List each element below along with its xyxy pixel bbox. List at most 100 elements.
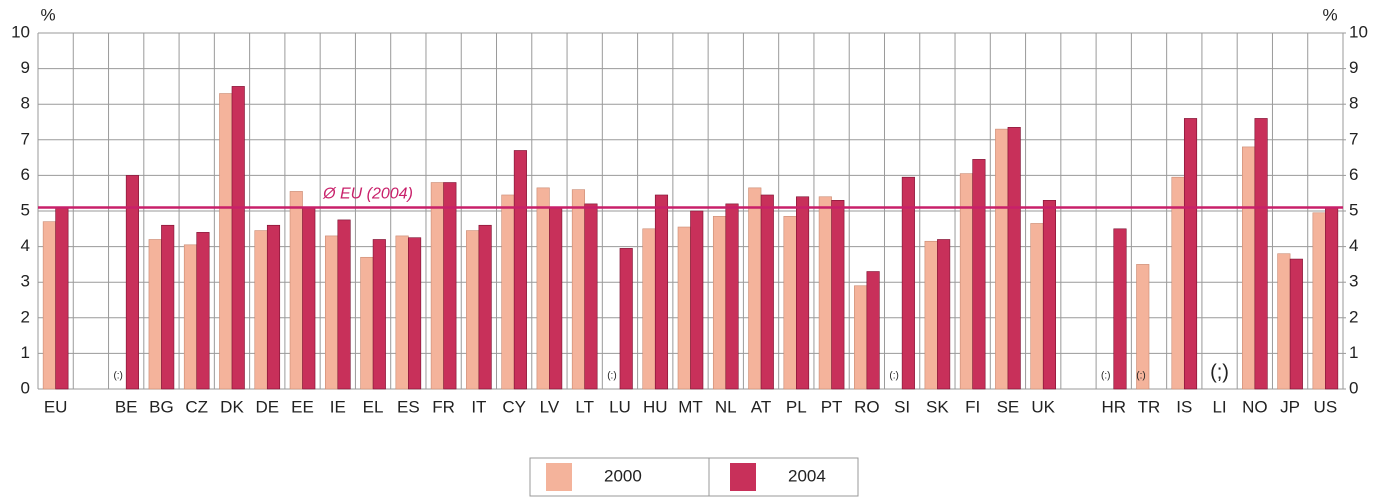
bar bbox=[360, 256, 374, 390]
bar bbox=[501, 194, 515, 390]
x-tick-label: IS bbox=[1176, 397, 1192, 416]
bar bbox=[584, 203, 598, 390]
bar bbox=[148, 239, 162, 390]
bar bbox=[854, 285, 868, 390]
bar bbox=[196, 232, 210, 390]
x-tick-label: JP bbox=[1280, 397, 1300, 416]
missing-label: (:) bbox=[889, 371, 898, 382]
bar bbox=[571, 189, 585, 390]
bar bbox=[690, 210, 704, 390]
bar bbox=[1254, 118, 1268, 390]
bar bbox=[513, 150, 527, 390]
bar bbox=[395, 235, 409, 390]
missing-label: (:) bbox=[1101, 371, 1110, 382]
y-tick-label: 8 bbox=[21, 94, 30, 113]
x-tick-label: SI bbox=[894, 397, 910, 416]
bar bbox=[1042, 200, 1057, 390]
x-tick-label: DE bbox=[255, 397, 279, 416]
bar bbox=[478, 224, 492, 390]
y-tick-label: 1 bbox=[21, 343, 30, 362]
y2-tick-label: 2 bbox=[1349, 307, 1358, 326]
bar bbox=[549, 207, 563, 390]
x-tick-label: RO bbox=[854, 397, 880, 416]
y-tick-label: 9 bbox=[21, 58, 30, 77]
bar bbox=[748, 187, 762, 390]
legend-box bbox=[529, 457, 859, 497]
y2-tick-label: 0 bbox=[1349, 378, 1358, 397]
x-tick-label: BG bbox=[149, 397, 174, 416]
y2-axis-label: % bbox=[1322, 5, 1337, 24]
x-tick-label: CY bbox=[502, 397, 526, 416]
bar bbox=[125, 175, 139, 390]
y2-tick-label: 3 bbox=[1349, 272, 1358, 291]
y-tick-label: 4 bbox=[21, 236, 30, 255]
bar bbox=[901, 176, 915, 390]
y2-tick-label: 8 bbox=[1349, 94, 1358, 113]
x-tick-label: PT bbox=[821, 397, 843, 416]
x-tick-label: HR bbox=[1101, 397, 1126, 416]
bar bbox=[796, 196, 810, 390]
bar bbox=[1289, 258, 1303, 390]
x-tick-label: ES bbox=[397, 397, 420, 416]
bar bbox=[161, 224, 175, 390]
x-tick-label: UK bbox=[1031, 397, 1055, 416]
x-tick-label: LT bbox=[575, 397, 594, 416]
x-tick-label: PL bbox=[786, 397, 807, 416]
missing-label: (:) bbox=[607, 371, 616, 382]
bar bbox=[289, 191, 303, 390]
bar bbox=[1030, 223, 1044, 390]
x-tick-label: FR bbox=[432, 397, 455, 416]
x-tick-label: BE bbox=[115, 397, 138, 416]
bar bbox=[866, 271, 880, 390]
bar bbox=[642, 228, 656, 390]
bar bbox=[42, 221, 56, 390]
bar bbox=[466, 230, 480, 390]
bar bbox=[725, 203, 739, 390]
bar bbox=[1312, 212, 1326, 390]
bar bbox=[677, 226, 691, 390]
x-tick-label: FI bbox=[965, 397, 980, 416]
x-tick-label: SK bbox=[926, 397, 949, 416]
legend-swatch bbox=[730, 463, 756, 491]
bar bbox=[372, 239, 386, 390]
y-tick-label: 0 bbox=[21, 378, 30, 397]
missing-label: (;) bbox=[1210, 361, 1229, 383]
bar bbox=[924, 240, 938, 390]
bar bbox=[1242, 146, 1256, 390]
bar bbox=[818, 196, 832, 390]
y-tick-label: 3 bbox=[21, 272, 30, 291]
x-tick-label: NL bbox=[715, 397, 737, 416]
x-tick-label: AT bbox=[751, 397, 771, 416]
x-tick-label: LV bbox=[540, 397, 560, 416]
y2-tick-label: 5 bbox=[1349, 200, 1358, 219]
bar bbox=[536, 187, 550, 390]
x-tick-label: TR bbox=[1138, 397, 1161, 416]
x-tick-label: CZ bbox=[185, 397, 208, 416]
bar bbox=[1325, 207, 1339, 390]
x-tick-label: IT bbox=[471, 397, 486, 416]
x-tick-label: EL bbox=[363, 397, 384, 416]
y-axis-label: % bbox=[40, 5, 55, 24]
bar bbox=[831, 200, 845, 390]
bar bbox=[1171, 176, 1185, 390]
x-tick-label: MT bbox=[678, 397, 703, 416]
bar bbox=[266, 224, 281, 390]
y-tick-label: 10 bbox=[11, 22, 30, 41]
bar bbox=[443, 182, 457, 390]
bar bbox=[619, 248, 633, 390]
bar bbox=[995, 128, 1009, 390]
bar bbox=[408, 237, 422, 390]
bar bbox=[972, 159, 986, 390]
x-tick-label: EE bbox=[291, 397, 314, 416]
missing-label: (:) bbox=[1136, 371, 1145, 382]
bar bbox=[937, 239, 951, 390]
bar bbox=[1136, 264, 1150, 390]
y2-tick-label: 9 bbox=[1349, 58, 1358, 77]
x-tick-label: LU bbox=[609, 397, 631, 416]
bar bbox=[219, 93, 233, 390]
x-tick-label: EU bbox=[44, 397, 68, 416]
bar bbox=[1183, 118, 1198, 390]
y2-tick-label: 1 bbox=[1349, 343, 1358, 362]
bar bbox=[760, 194, 774, 390]
